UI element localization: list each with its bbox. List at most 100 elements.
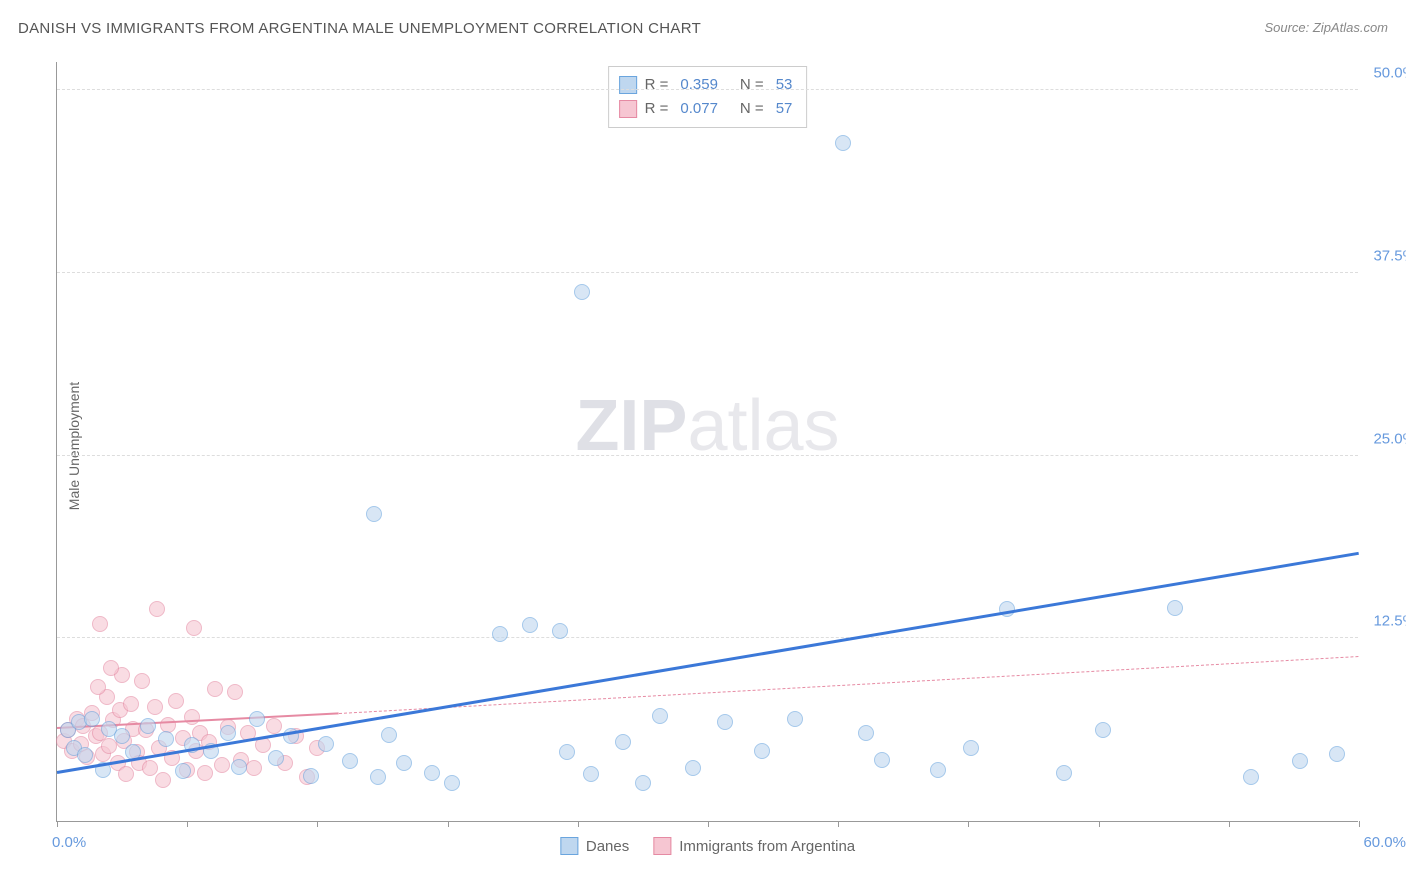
data-point-argentina	[142, 760, 158, 776]
r-label: R =	[645, 97, 669, 121]
data-point-danes	[370, 769, 386, 785]
chart-title: DANISH VS IMMIGRANTS FROM ARGENTINA MALE…	[18, 20, 701, 37]
x-tick	[1099, 821, 1100, 827]
data-point-danes	[615, 734, 631, 750]
x-axis-max-label: 60.0%	[1363, 834, 1406, 851]
data-point-danes	[1095, 722, 1111, 738]
source-attribution: Source: ZipAtlas.com	[1264, 20, 1388, 35]
data-point-danes	[583, 766, 599, 782]
y-tick-label: 50.0%	[1373, 65, 1406, 82]
data-point-danes	[1292, 753, 1308, 769]
trend-line	[57, 552, 1359, 774]
data-point-argentina	[103, 660, 119, 676]
data-point-danes	[874, 752, 890, 768]
n-label: N =	[740, 73, 764, 97]
data-point-danes	[366, 506, 382, 522]
data-point-argentina	[160, 717, 176, 733]
n-value-argentina: 57	[776, 97, 793, 121]
data-point-argentina	[214, 757, 230, 773]
data-point-danes	[318, 736, 334, 752]
gridline	[57, 455, 1358, 456]
scatter-plot: ZIPatlas R = 0.359 N = 53 R = 0.077 N = …	[56, 62, 1358, 822]
data-point-danes	[1329, 746, 1345, 762]
data-point-danes	[249, 711, 265, 727]
correlation-legend: R = 0.359 N = 53 R = 0.077 N = 57	[608, 66, 808, 128]
legend-row-danes: R = 0.359 N = 53	[619, 73, 797, 97]
data-point-danes	[114, 728, 130, 744]
gridline	[57, 89, 1358, 90]
data-point-danes	[963, 740, 979, 756]
x-tick	[968, 821, 969, 827]
data-point-danes	[685, 760, 701, 776]
data-point-danes	[930, 762, 946, 778]
data-point-argentina	[118, 766, 134, 782]
data-point-danes	[522, 617, 538, 633]
x-tick	[708, 821, 709, 827]
legend-item-danes: Danes	[560, 837, 629, 855]
data-point-danes	[84, 711, 100, 727]
data-point-argentina	[155, 772, 171, 788]
data-point-danes	[220, 725, 236, 741]
data-point-argentina	[92, 616, 108, 632]
data-point-argentina	[168, 693, 184, 709]
data-point-argentina	[227, 684, 243, 700]
data-point-argentina	[149, 601, 165, 617]
r-value-argentina: 0.077	[680, 97, 718, 121]
data-point-danes	[754, 743, 770, 759]
data-point-danes	[1056, 765, 1072, 781]
y-tick-label: 25.0%	[1373, 430, 1406, 447]
x-tick	[317, 821, 318, 827]
data-point-danes	[158, 731, 174, 747]
series-label-argentina: Immigrants from Argentina	[679, 838, 855, 855]
data-point-danes	[381, 727, 397, 743]
data-point-danes	[552, 623, 568, 639]
data-point-argentina	[266, 718, 282, 734]
gridline	[57, 637, 1358, 638]
data-point-danes	[77, 747, 93, 763]
swatch-danes	[560, 837, 578, 855]
swatch-argentina	[619, 100, 637, 118]
legend-item-argentina: Immigrants from Argentina	[653, 837, 855, 855]
x-tick	[1229, 821, 1230, 827]
x-tick	[578, 821, 579, 827]
data-point-argentina	[123, 696, 139, 712]
legend-row-argentina: R = 0.077 N = 57	[619, 97, 797, 121]
trend-line	[339, 656, 1359, 714]
data-point-danes	[175, 763, 191, 779]
data-point-danes	[396, 755, 412, 771]
y-tick-label: 37.5%	[1373, 247, 1406, 264]
swatch-argentina	[653, 837, 671, 855]
x-tick	[57, 821, 58, 827]
x-tick	[1359, 821, 1360, 827]
data-point-danes	[559, 744, 575, 760]
data-point-argentina	[246, 760, 262, 776]
gridline	[57, 272, 1358, 273]
data-point-danes	[1167, 600, 1183, 616]
data-point-argentina	[134, 673, 150, 689]
data-point-argentina	[90, 679, 106, 695]
x-tick	[187, 821, 188, 827]
r-label: R =	[645, 73, 669, 97]
data-point-danes	[717, 714, 733, 730]
data-point-argentina	[207, 681, 223, 697]
data-point-danes	[444, 775, 460, 791]
series-legend: Danes Immigrants from Argentina	[560, 837, 855, 855]
data-point-argentina	[186, 620, 202, 636]
x-tick	[838, 821, 839, 827]
data-point-danes	[652, 708, 668, 724]
data-point-danes	[635, 775, 651, 791]
data-point-danes	[787, 711, 803, 727]
data-point-argentina	[197, 765, 213, 781]
x-axis-min-label: 0.0%	[52, 834, 86, 851]
data-point-argentina	[147, 699, 163, 715]
series-label-danes: Danes	[586, 838, 629, 855]
data-point-danes	[303, 768, 319, 784]
x-tick	[448, 821, 449, 827]
data-point-danes	[858, 725, 874, 741]
n-value-danes: 53	[776, 73, 793, 97]
data-point-danes	[268, 750, 284, 766]
swatch-danes	[619, 76, 637, 94]
data-point-danes	[835, 135, 851, 151]
data-point-danes	[424, 765, 440, 781]
data-point-danes	[1243, 769, 1259, 785]
